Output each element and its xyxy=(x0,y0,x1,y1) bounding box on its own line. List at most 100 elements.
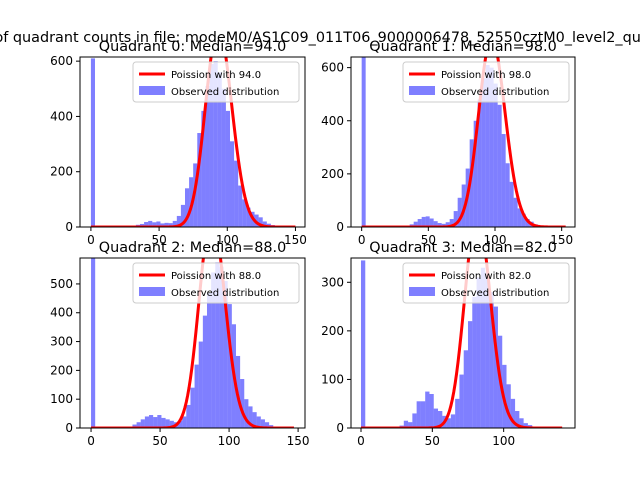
histogram-bar xyxy=(160,223,165,227)
histogram-bar xyxy=(457,197,462,227)
x-tick-label: 100 xyxy=(492,434,515,448)
histogram-bar xyxy=(489,292,494,428)
histogram-bar xyxy=(152,222,157,227)
y-tick-label: 200 xyxy=(50,165,73,179)
y-tick-label: 0 xyxy=(336,421,344,435)
histogram-bar xyxy=(361,57,366,227)
observed-bars xyxy=(361,57,554,227)
subplot-title: Quadrant 0: Median=94.0 xyxy=(99,39,287,55)
histogram-bar xyxy=(209,63,214,227)
histogram-bar xyxy=(164,222,169,227)
histogram-bar xyxy=(180,204,185,227)
x-tick-label: 50 xyxy=(421,233,436,247)
histogram-bar xyxy=(211,272,216,428)
legend-label-poisson: Poission with 88.0 xyxy=(171,271,261,282)
histogram-bar xyxy=(501,134,506,227)
legend-label-observed: Observed distribution xyxy=(171,87,279,98)
poisson-curve xyxy=(361,57,566,227)
histogram-bar xyxy=(223,281,228,428)
histogram-bar xyxy=(467,321,473,428)
legend-box xyxy=(402,262,570,304)
histogram-bar xyxy=(172,220,177,227)
x-tick-label: 50 xyxy=(151,233,166,247)
y-tick-label: 200 xyxy=(321,167,344,181)
legend-box xyxy=(402,61,570,103)
histogram-bar xyxy=(185,188,190,227)
histogram-bar xyxy=(472,296,477,428)
histogram-bar xyxy=(413,221,418,227)
subplot-title: Quadrant 1: Median=98.0 xyxy=(369,39,557,55)
figure-suptitle: Histograms of quadrant counts in file: m… xyxy=(0,30,640,46)
subplot-title: Quadrant 2: Median=88.0 xyxy=(99,240,287,256)
histogram-bar xyxy=(425,391,430,428)
histogram-bar xyxy=(165,419,170,428)
histogram-bar xyxy=(449,219,454,227)
histogram-bar xyxy=(463,350,468,428)
histogram-bar xyxy=(182,416,187,428)
histogram-bar xyxy=(206,292,212,428)
histogram-bar xyxy=(513,197,518,227)
histogram-bar xyxy=(140,419,145,428)
x-tick-label: 100 xyxy=(484,233,507,247)
histogram-bar xyxy=(219,266,224,428)
histogram-bar xyxy=(260,419,265,428)
y-tick-label: 0 xyxy=(65,421,73,435)
axes-frame xyxy=(79,257,306,429)
histogram-bar xyxy=(157,415,162,428)
x-tick-label: 50 xyxy=(425,434,440,448)
histogram-bar xyxy=(169,420,174,428)
x-tick-label: 150 xyxy=(284,233,307,247)
legend-label-poisson: Poission with 94.0 xyxy=(171,70,261,81)
histogram-bar xyxy=(186,404,191,428)
histogram-bar xyxy=(264,422,270,428)
histogram-bar xyxy=(445,222,450,227)
histogram-bar xyxy=(148,220,153,227)
axes-frame xyxy=(79,56,306,228)
x-tick-label: 0 xyxy=(87,434,95,448)
y-tick-label: 600 xyxy=(50,54,73,68)
histogram-bar xyxy=(515,411,520,428)
y-tick-label: 200 xyxy=(321,324,344,338)
histogram-bar xyxy=(403,420,409,428)
y-tick-label: 600 xyxy=(321,61,344,75)
histogram-bar xyxy=(156,221,161,227)
x-tick-label: 150 xyxy=(550,233,573,247)
y-tick-label: 0 xyxy=(336,220,344,234)
x-tick-label: 50 xyxy=(152,434,167,448)
histogram-bar xyxy=(476,277,481,428)
histogram-bar xyxy=(412,413,417,428)
histogram-bar xyxy=(221,88,226,227)
histogram-bar xyxy=(238,185,243,227)
histogram-bar xyxy=(477,99,482,227)
histogram-bar xyxy=(230,141,235,227)
y-tick-label: 300 xyxy=(50,335,73,349)
axes-frame xyxy=(350,56,576,228)
y-tick-label: 500 xyxy=(50,277,73,291)
histogram-bar xyxy=(168,223,173,227)
legend-label-poisson: Poission with 82.0 xyxy=(441,271,531,282)
x-tick-label: 0 xyxy=(87,233,95,247)
histogram-bar xyxy=(140,223,145,227)
histogram-bar xyxy=(425,216,430,227)
histogram-bar xyxy=(433,408,439,428)
poisson-curve xyxy=(90,57,296,227)
legend-label-observed: Observed distribution xyxy=(441,87,549,98)
histogram-bar xyxy=(429,218,434,227)
histogram-bar xyxy=(523,423,528,428)
subplot-quadrant-3: 0 50 100 0 100 200 300 Quadrant 3: Median=82.0 P… xyxy=(321,240,576,448)
histogram-bar xyxy=(197,133,202,227)
histogram-bar xyxy=(421,216,426,227)
x-tick-label: 150 xyxy=(287,434,310,448)
histogram-bar xyxy=(242,199,247,227)
histogram-bar xyxy=(234,160,239,227)
histogram-bar xyxy=(213,61,218,227)
histogram-bar xyxy=(519,418,524,428)
y-tick-label: 100 xyxy=(50,392,73,406)
histogram-bar xyxy=(459,374,464,428)
legend-bar-swatch xyxy=(139,287,165,296)
subplot-title: Quadrant 3: Median=82.0 xyxy=(369,240,557,256)
histogram-bar xyxy=(246,207,251,227)
histogram-bar xyxy=(360,260,366,428)
histogram-bar xyxy=(248,406,253,428)
